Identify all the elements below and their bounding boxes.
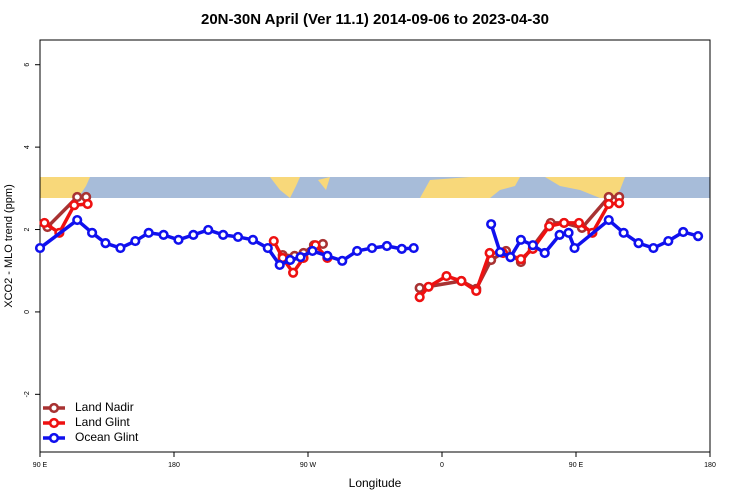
point [39, 217, 50, 229]
point [558, 217, 570, 229]
point [539, 247, 550, 259]
x-tick-label: 0 [440, 462, 444, 469]
legend-label: Land Glint [75, 415, 130, 429]
point [408, 242, 419, 254]
point [423, 281, 434, 292]
point [143, 227, 154, 238]
x-axis-label: Longitude [349, 476, 402, 490]
point [203, 224, 214, 236]
point [515, 254, 527, 265]
point [633, 238, 644, 249]
x-tick-label: 90 E [569, 462, 584, 469]
point [322, 250, 333, 261]
legend-marker [48, 402, 60, 414]
point [569, 242, 580, 254]
chart-title: 20N-30N April (Ver 11.1) 2014-09-06 to 2… [201, 11, 549, 28]
point [115, 242, 126, 254]
point [678, 226, 689, 238]
point [544, 221, 555, 232]
legend-marker [48, 417, 60, 429]
point [505, 252, 516, 263]
point [471, 285, 482, 297]
point [268, 235, 279, 247]
point [82, 198, 93, 210]
point [396, 243, 407, 254]
point [486, 219, 497, 230]
point [414, 282, 425, 294]
x-tick-label: 180 [168, 462, 180, 469]
point [337, 255, 348, 266]
point [232, 231, 244, 243]
point [87, 227, 98, 238]
point [603, 198, 614, 210]
point [573, 217, 585, 229]
point [381, 240, 393, 252]
point [515, 234, 527, 245]
legend-marker [48, 432, 60, 444]
legend-label: Ocean Glint [75, 430, 139, 444]
point [554, 229, 565, 240]
point [130, 235, 141, 247]
point [188, 229, 199, 240]
x-tick-label: 180 [704, 462, 716, 469]
point [173, 234, 184, 245]
point [603, 214, 614, 226]
point [295, 252, 306, 263]
y-tick-label: 2 [24, 227, 31, 231]
point [100, 238, 111, 249]
point [456, 275, 467, 287]
y-tick-label: 0 [24, 310, 31, 314]
legend-label: Land Nadir [75, 400, 134, 414]
y-axis-label: XCO2 - MLO trend (ppm) [3, 184, 15, 307]
point [692, 231, 704, 242]
point [285, 254, 296, 266]
point [34, 242, 46, 254]
point [614, 198, 625, 209]
point [307, 245, 318, 257]
point [563, 227, 574, 238]
point [69, 200, 80, 211]
map-strip [40, 177, 710, 198]
point [414, 291, 425, 303]
point [648, 242, 659, 254]
y-tick-label: 4 [24, 145, 31, 149]
point [618, 227, 629, 238]
point [72, 214, 83, 226]
point [352, 245, 363, 257]
point [218, 229, 229, 240]
point [484, 247, 495, 259]
point [158, 229, 169, 240]
point [441, 270, 452, 282]
x-tick-label: 90 E [33, 462, 48, 469]
point [494, 247, 506, 258]
y-tick-label: -2 [24, 391, 31, 397]
point [274, 259, 285, 271]
point [366, 242, 378, 254]
y-tick-label: 6 [24, 63, 31, 67]
point [288, 267, 299, 278]
point [663, 235, 674, 247]
point [527, 240, 538, 251]
x-tick-label: 90 W [300, 462, 317, 469]
point [262, 242, 273, 254]
point [247, 234, 259, 245]
point [72, 191, 83, 203]
